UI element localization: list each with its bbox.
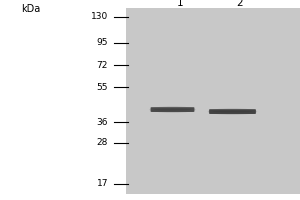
FancyBboxPatch shape — [209, 109, 256, 114]
Text: 55: 55 — [97, 83, 108, 92]
FancyBboxPatch shape — [151, 107, 194, 112]
Ellipse shape — [208, 108, 257, 115]
Text: 130: 130 — [91, 12, 108, 21]
Ellipse shape — [149, 106, 196, 113]
Text: 17: 17 — [97, 179, 108, 188]
Text: 95: 95 — [97, 38, 108, 47]
Text: 1: 1 — [177, 0, 183, 8]
Text: 36: 36 — [97, 118, 108, 127]
Ellipse shape — [212, 111, 253, 112]
Text: 2: 2 — [237, 0, 243, 8]
Text: kDa: kDa — [21, 4, 40, 14]
Bar — [126, 8, 300, 194]
Ellipse shape — [154, 109, 191, 110]
Text: 72: 72 — [97, 61, 108, 70]
Text: 28: 28 — [97, 138, 108, 147]
